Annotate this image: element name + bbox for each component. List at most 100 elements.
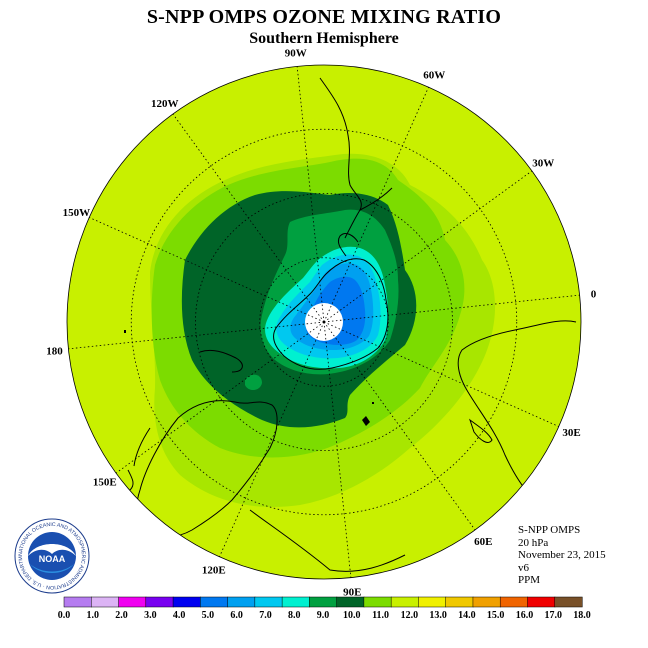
longitude-label: 90E bbox=[343, 587, 361, 599]
colorbar-swatch bbox=[254, 596, 283, 608]
latitude-circle bbox=[130, 128, 518, 516]
colorbar-swatch bbox=[363, 596, 392, 608]
colorbar-swatch bbox=[390, 596, 419, 608]
longitude-label: 30E bbox=[562, 427, 580, 439]
logo-inner-disc bbox=[28, 532, 76, 580]
coast-australia bbox=[136, 400, 278, 538]
longitude-label: 150W bbox=[63, 207, 91, 219]
colorbar-swatch bbox=[227, 596, 256, 608]
info-block: S-NPP OMPS 20 hPa November 23, 2015 v6 P… bbox=[518, 524, 606, 587]
colorbar-swatch bbox=[145, 596, 174, 608]
colorbar-label: 15.0 bbox=[487, 610, 505, 621]
colorbar-swatch bbox=[336, 596, 365, 608]
logo-bird-shape bbox=[28, 544, 76, 556]
info-level: 20 hPa bbox=[518, 536, 549, 549]
colorbar-swatch bbox=[499, 596, 529, 608]
colorbar-swatches bbox=[63, 596, 583, 608]
longitude-label: 90W bbox=[285, 48, 307, 60]
meridian-line bbox=[296, 66, 325, 323]
info-units: PPM bbox=[518, 574, 541, 586]
coast-africa bbox=[457, 320, 577, 496]
latitude-circle bbox=[259, 257, 389, 387]
colorbar-swatch bbox=[554, 596, 583, 608]
meridian-line bbox=[219, 321, 325, 557]
graticule bbox=[68, 66, 580, 578]
island-small-1 bbox=[124, 330, 126, 333]
coastlines bbox=[127, 77, 577, 572]
colorbar-label: 17.0 bbox=[544, 610, 562, 621]
meridian-line bbox=[323, 321, 476, 531]
colorbar-swatch bbox=[445, 596, 474, 608]
meridian-line bbox=[323, 170, 533, 323]
meridian-line bbox=[323, 294, 580, 323]
colorbar-swatch bbox=[172, 596, 201, 608]
longitude-label: 120E bbox=[202, 565, 226, 577]
coast-antarctica bbox=[273, 233, 389, 370]
logo-wave bbox=[30, 564, 74, 573]
longitude-label: 60W bbox=[423, 69, 445, 81]
colorbar-label: 6.0 bbox=[230, 610, 243, 621]
colorbar-labels: 0.0 1.0 2.0 3.0 4.0 5.0 6.0 7.0 8.0 9.0 10.0 11.0 12… bbox=[58, 610, 591, 621]
colorbar-label: 13.0 bbox=[429, 610, 447, 621]
colorbar-swatch bbox=[418, 596, 447, 608]
longitude-label: 0 bbox=[591, 289, 597, 301]
colorbar-label: 11.0 bbox=[372, 610, 389, 621]
colorbar-label: 1.0 bbox=[87, 610, 100, 621]
colorbar-label: 5.0 bbox=[202, 610, 215, 621]
longitude-label: 30W bbox=[532, 158, 554, 170]
info-version: v6 bbox=[518, 561, 529, 574]
colorbar-label: 12.0 bbox=[401, 610, 419, 621]
longitude-label: 60E bbox=[474, 536, 492, 548]
chart-title: S-NPP OMPS OZONE MIXING RATIO bbox=[146, 6, 502, 28]
colorbar-swatch bbox=[91, 596, 120, 608]
colorbar-swatch bbox=[281, 596, 310, 608]
map-border bbox=[66, 64, 582, 580]
colorbar-label: 10.0 bbox=[343, 610, 361, 621]
info-date: November 23, 2015 bbox=[518, 549, 606, 561]
colorbar-label: 9.0 bbox=[317, 610, 330, 621]
coast-madagascar bbox=[469, 418, 493, 443]
meridian-line bbox=[323, 321, 559, 427]
coast-new-zealand bbox=[127, 427, 151, 491]
latitude-circle bbox=[195, 193, 453, 451]
colorbar-label: 14.0 bbox=[458, 610, 476, 621]
info-instrument: S-NPP OMPS bbox=[518, 524, 581, 536]
longitude-label: 120W bbox=[151, 98, 179, 110]
colorbar-swatch bbox=[472, 596, 501, 608]
colorbar-label: 2.0 bbox=[115, 610, 128, 621]
colorbar-label: 7.0 bbox=[259, 610, 272, 621]
map-fill bbox=[67, 65, 581, 579]
colorbar-label: 4.0 bbox=[173, 610, 186, 621]
island-kerguelen bbox=[362, 416, 370, 426]
coast-asia bbox=[249, 509, 406, 572]
islands bbox=[124, 330, 374, 426]
longitude-label: 150E bbox=[93, 476, 117, 488]
colorbar-label: 18.0 bbox=[573, 610, 591, 621]
colorbar-label: 8.0 bbox=[288, 610, 301, 621]
colorbar-swatch bbox=[200, 596, 229, 608]
noaa-logo-icon: NATIONAL OCEANIC AND ATMOSPHERIC ADMINIS… bbox=[14, 518, 90, 594]
colorbar-label: 3.0 bbox=[144, 610, 157, 621]
colorbar-label: 0.0 bbox=[58, 610, 71, 621]
meridian-line bbox=[68, 321, 325, 350]
meridian-line bbox=[172, 113, 325, 323]
contour-8-ppm-island bbox=[245, 374, 262, 391]
colorbar-swatch bbox=[527, 596, 556, 608]
longitude-labels: 90W 60W 30W 0 30E 60E 90E 120E 150E 180 150W 120W bbox=[46, 48, 597, 599]
colorbar-label: 16.0 bbox=[516, 610, 534, 621]
meridian-line bbox=[323, 321, 352, 578]
logo-text: NOAA bbox=[39, 554, 66, 564]
meridian-line bbox=[89, 217, 325, 323]
coast-south-america bbox=[319, 77, 393, 239]
colorbar-swatch bbox=[118, 596, 147, 608]
island-small-2 bbox=[372, 402, 374, 404]
longitude-label: 180 bbox=[46, 345, 63, 357]
meridian-line bbox=[115, 321, 325, 474]
coast-ross-ice bbox=[199, 349, 243, 373]
meridian-line bbox=[323, 87, 429, 323]
colorbar-swatch bbox=[309, 596, 338, 608]
colorbar-swatch bbox=[63, 596, 92, 608]
